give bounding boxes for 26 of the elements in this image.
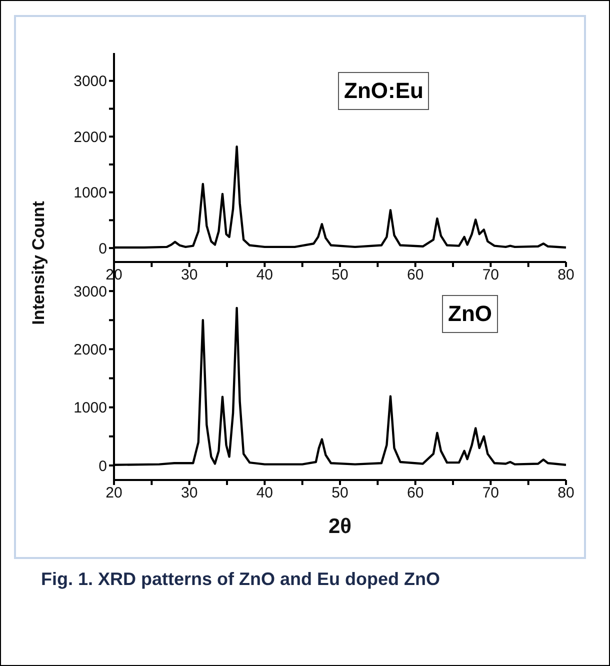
- x-axis-title: 2θ: [328, 515, 352, 539]
- x-tick-label: 80: [558, 484, 574, 502]
- x-tick-label: 30: [180, 266, 198, 284]
- x-tick-label: 60: [406, 266, 424, 284]
- x-tick-label: 30: [180, 484, 198, 502]
- x-tick-label: 70: [482, 266, 500, 284]
- y-tick-label: 1000: [74, 184, 107, 202]
- x-tick-label: 20: [106, 484, 122, 502]
- x-tick-label: 60: [406, 484, 424, 502]
- y-tick-label: 3000: [74, 73, 107, 90]
- annotation: ZnO:Eu: [338, 72, 430, 110]
- x-tick-label: 80: [558, 266, 574, 284]
- x-tick-label: 40: [256, 266, 274, 284]
- x-tick-label: 40: [256, 484, 274, 502]
- x-tick-label: 70: [482, 484, 500, 502]
- y-tick-label: 0: [98, 240, 107, 258]
- y-tick-label: 2000: [74, 128, 107, 146]
- y-tick-label: 0: [98, 458, 107, 475]
- y-axis-title: Intensity Count: [29, 201, 49, 325]
- x-tick-label: 50: [332, 266, 348, 284]
- caption: Fig. 1. XRD patterns of ZnO and Eu doped ZnO: [41, 569, 440, 590]
- y-tick-label: 3000: [74, 283, 107, 300]
- x-tick-label: 50: [332, 484, 348, 502]
- annotation: ZnO: [442, 295, 498, 333]
- y-tick-label: 1000: [74, 400, 107, 417]
- y-tick-label: 2000: [74, 342, 107, 359]
